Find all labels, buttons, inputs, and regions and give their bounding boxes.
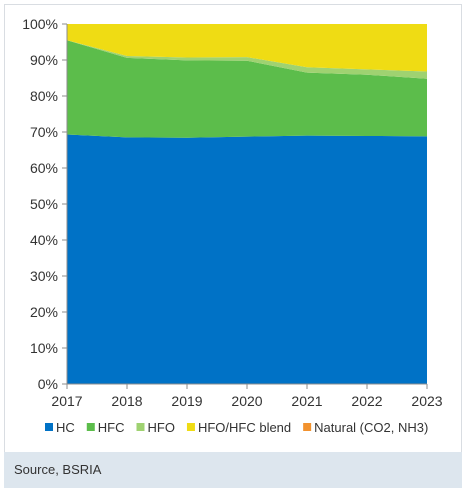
x-tick-label: 2018 [111, 393, 142, 409]
area-hc [67, 134, 427, 384]
x-tick-label: 2021 [291, 393, 322, 409]
y-tick-label: 80% [30, 88, 58, 104]
legend-label-hfo: HFO [148, 420, 175, 435]
legend-label-hc: HC [56, 420, 75, 435]
legend-label-natural-co2-nh3: Natural (CO2, NH3) [314, 420, 428, 435]
y-tick-label: 10% [30, 340, 58, 356]
x-tick-label: 2022 [351, 393, 382, 409]
legend-swatch-hfc [86, 423, 95, 431]
y-tick-label: 30% [30, 268, 58, 284]
y-tick-label: 90% [30, 52, 58, 68]
area-hfo-hfc-blend [67, 24, 427, 72]
legend-swatch-hc [45, 423, 53, 431]
y-tick-label: 60% [30, 160, 58, 176]
y-tick-label: 50% [30, 196, 58, 212]
legend-label-hfo-hfc-blend: HFO/HFC blend [198, 420, 291, 435]
y-tick-label: 40% [30, 232, 58, 248]
x-tick-label: 2017 [51, 393, 82, 409]
y-tick-label: 70% [30, 124, 58, 140]
source-caption: Source, BSRIA [4, 452, 462, 488]
area-hfo [67, 40, 427, 79]
y-tick-label: 0% [38, 376, 58, 392]
y-tick-label: 20% [30, 304, 58, 320]
legend-label-hfc: HFC [98, 420, 125, 435]
legend-swatch-natural-co2-nh3 [303, 423, 312, 431]
legend-swatch-hfo-hfc-blend [186, 423, 195, 431]
x-tick-label: 2023 [411, 393, 442, 409]
area-hfc [67, 40, 427, 138]
x-tick-label: 2019 [171, 393, 202, 409]
legend-swatch-hfo [136, 423, 145, 431]
chart: 0% 10% 20% 30% 40% 50% 60% 70% 80% 90% 100% 2017 201… [22, 16, 443, 435]
x-tick-label: 2020 [231, 393, 262, 409]
y-tick-label: 100% [22, 16, 58, 32]
